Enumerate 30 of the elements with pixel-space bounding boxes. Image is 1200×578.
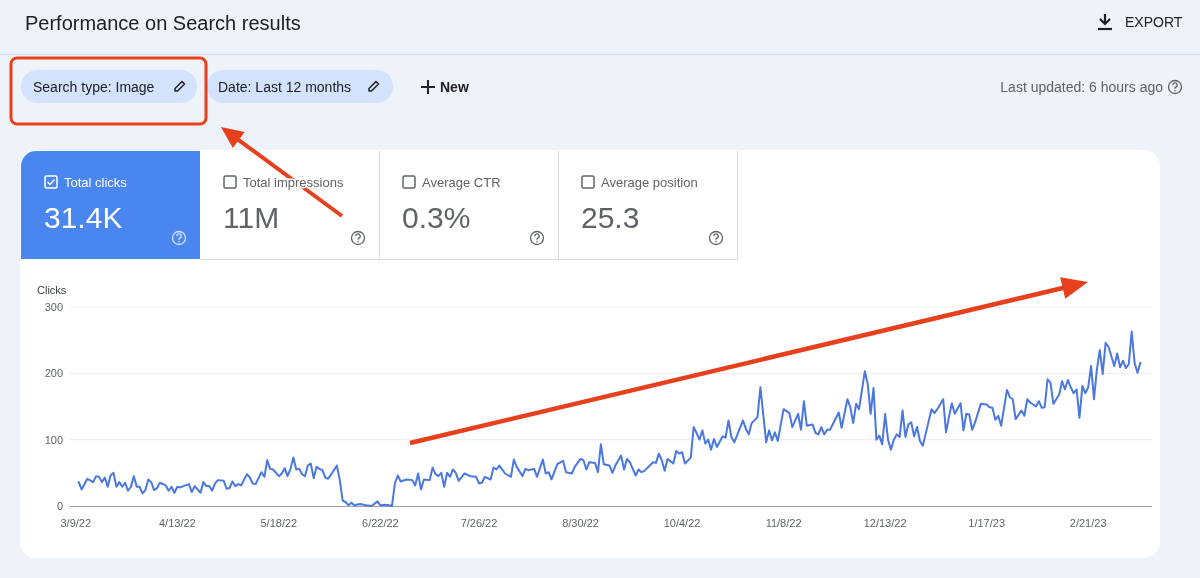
text: New <box>440 79 469 95</box>
text: Average CTR <box>422 175 501 190</box>
chart-title: Performance on Search results <box>25 12 301 34</box>
x-tick-label: 12/13/22 <box>863 517 907 529</box>
y-axis-title: Clicks <box>37 284 67 296</box>
x-tick-label: 8/30/22 <box>562 517 599 529</box>
text: Date: Last 12 months <box>218 79 352 95</box>
text: EXPORT <box>1125 14 1183 30</box>
text: 11M <box>223 201 280 234</box>
x-tick-label: 7/26/22 <box>460 517 498 529</box>
y-tick-label: 0 <box>56 500 63 512</box>
x-tick-label: 1/17/23 <box>968 517 1006 529</box>
text: Average position <box>601 175 698 190</box>
x-tick-label: 3/9/22 <box>60 517 92 529</box>
text: 0.3% <box>402 201 471 234</box>
text: Search type: Image <box>33 79 155 95</box>
x-tick-label: 4/13/22 <box>158 517 196 529</box>
x-tick-label: 10/4/22 <box>663 517 701 529</box>
x-tick-label: 11/8/22 <box>765 517 802 529</box>
text: 31.4K <box>44 201 123 234</box>
x-tick-label: 5/18/22 <box>260 517 298 529</box>
text: Last updated: 6 hours ago <box>1000 79 1164 95</box>
text: 25.3 <box>581 201 640 234</box>
y-tick-label: 100 <box>44 433 63 446</box>
x-tick-label: 2/21/23 <box>1069 517 1107 529</box>
text: Total clicks <box>64 175 128 190</box>
y-tick-label: 300 <box>44 301 63 313</box>
y-tick-label: 200 <box>44 367 63 380</box>
x-tick-label: 6/22/22 <box>362 517 399 529</box>
line-series <box>77 330 1142 507</box>
